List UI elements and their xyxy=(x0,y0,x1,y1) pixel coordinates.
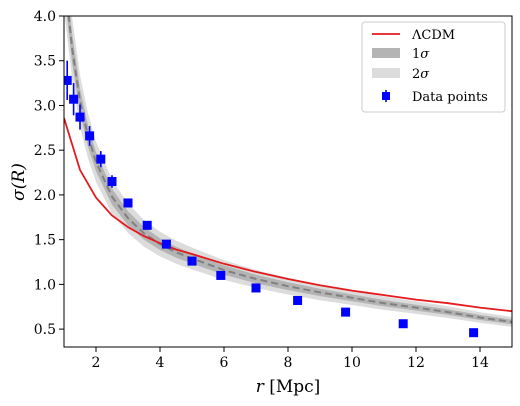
data-point xyxy=(107,175,117,188)
x-tick-label: 6 xyxy=(220,355,229,371)
data-point-marker xyxy=(85,131,95,141)
legend-data-marker xyxy=(382,92,390,100)
data-point xyxy=(69,83,79,116)
data-point xyxy=(85,126,95,146)
data-point xyxy=(96,151,106,168)
legend-box xyxy=(361,21,506,113)
x-tick-label: 12 xyxy=(407,355,425,371)
data-point xyxy=(123,198,133,208)
data-point xyxy=(469,328,479,338)
data-point-marker xyxy=(187,256,197,266)
data-point xyxy=(341,307,351,317)
y-tick-label: 3.0 xyxy=(34,98,56,114)
x-tick-label: 2 xyxy=(92,355,101,371)
x-axis: 2 4 6 8 10 12 14 xyxy=(92,347,489,371)
data-point xyxy=(293,295,303,305)
plot-area xyxy=(64,16,512,338)
data-point-marker xyxy=(123,198,133,208)
legend-1sigma-label: 1σ xyxy=(412,47,430,62)
y-tick-label: 2.5 xyxy=(34,143,56,159)
data-point-marker xyxy=(161,239,171,249)
data-point-marker xyxy=(293,295,303,305)
data-point xyxy=(398,319,408,329)
data-point xyxy=(251,283,261,293)
data-point-marker xyxy=(251,283,261,293)
y-tick-label: 0.5 xyxy=(34,322,56,338)
data-point-marker xyxy=(142,220,152,230)
data-point xyxy=(187,256,197,266)
y-tick-label: 2.0 xyxy=(34,188,56,204)
data-point-marker xyxy=(69,94,79,104)
y-tick-label: 3.5 xyxy=(34,54,56,70)
legend-data-label: Data points xyxy=(412,90,488,105)
data-points xyxy=(64,60,479,338)
data-point xyxy=(75,104,85,130)
y-tick-label: 1.5 xyxy=(34,233,56,249)
data-point xyxy=(142,220,152,230)
legend-2sigma-swatch xyxy=(372,68,400,78)
y-tick-label: 1.0 xyxy=(34,277,56,293)
x-tick-label: 8 xyxy=(284,355,293,371)
data-point-marker xyxy=(96,154,106,164)
data-point-marker xyxy=(398,319,408,329)
data-point xyxy=(64,60,72,101)
data-point-marker xyxy=(107,177,117,186)
lcdm-line xyxy=(64,117,512,313)
data-point xyxy=(216,270,226,280)
legend-1sigma-swatch xyxy=(372,48,400,58)
x-tick-label: 10 xyxy=(343,355,361,371)
legend-2sigma-label: 2σ xyxy=(412,67,430,82)
data-point xyxy=(161,239,171,249)
x-tick-label: 14 xyxy=(471,355,489,371)
y-tick-label: 4.0 xyxy=(34,9,56,25)
data-point-marker xyxy=(469,328,479,338)
data-point-marker xyxy=(64,75,72,85)
y-axis-title: σ(R) xyxy=(9,163,29,201)
data-point-marker xyxy=(75,112,85,122)
x-axis-title: r [Mpc] xyxy=(256,377,321,397)
data-point-marker xyxy=(341,307,351,317)
legend: ΛCDM 1σ 2σ Data points xyxy=(361,21,506,113)
y-axis: 0.5 1.0 1.5 2.0 2.5 3.0 3.5 4.0 xyxy=(34,9,64,338)
legend-lcdm-label: ΛCDM xyxy=(411,28,455,43)
data-point-marker xyxy=(216,270,226,280)
x-tick-label: 4 xyxy=(156,355,165,371)
